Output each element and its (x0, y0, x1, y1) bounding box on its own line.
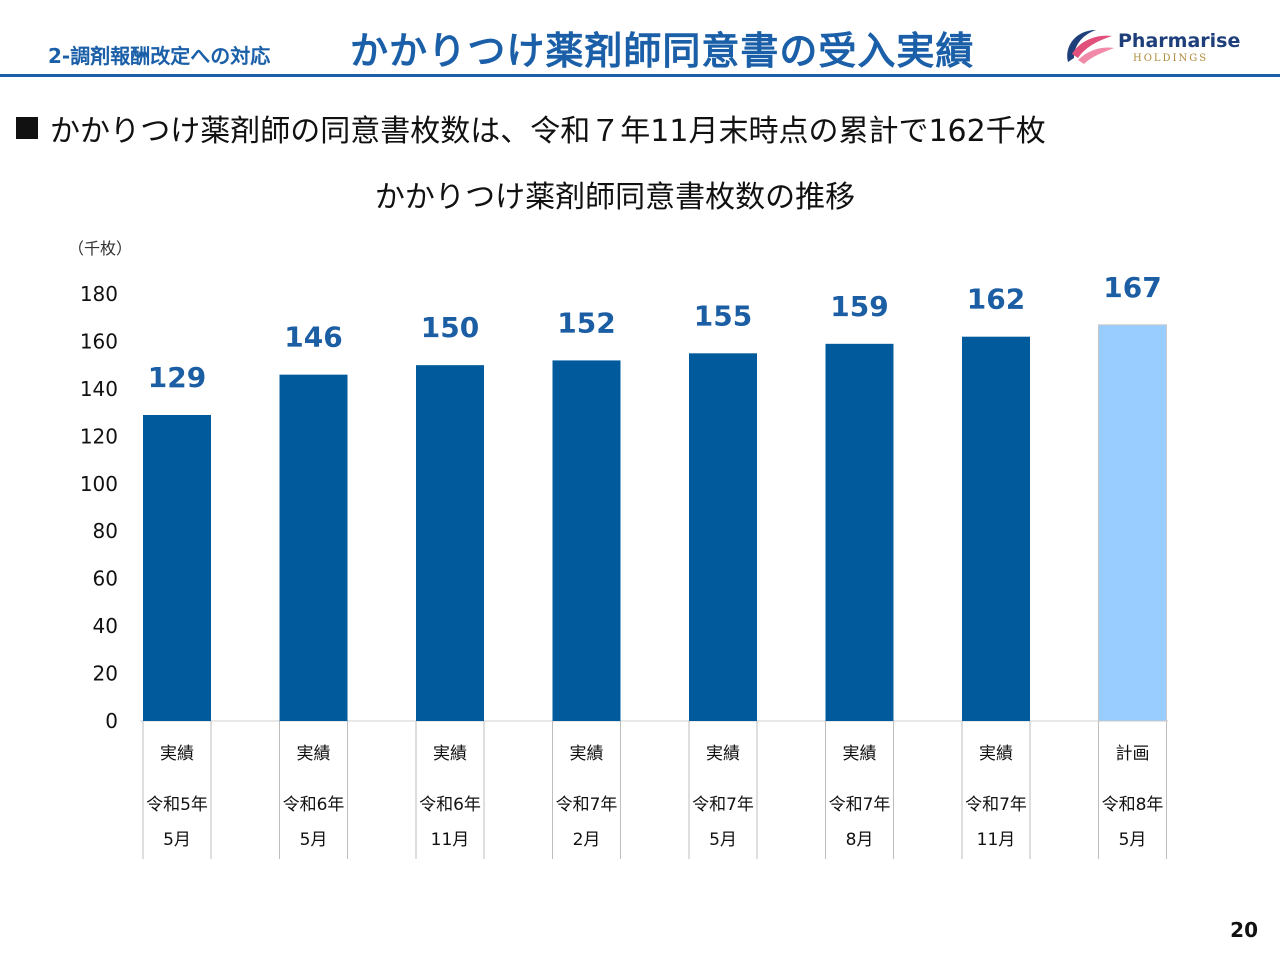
category-kind-label: 計画 (1116, 744, 1150, 764)
category-kind-label: 実績 (843, 744, 877, 764)
data-label: 129 (148, 361, 206, 394)
data-label: 146 (284, 321, 342, 354)
bar-actual (962, 336, 1030, 721)
y-tick-label: 100 (80, 472, 118, 496)
category-month-label: 5月 (709, 830, 737, 850)
page-title: かかりつけ薬剤師同意書の受入実績 (350, 29, 975, 73)
y-tick-label: 60 (93, 567, 118, 591)
category-year-label: 令和7年 (829, 795, 891, 815)
bullet-point: かかりつけ薬剤師の同意書枚数は、令和７年11月末時点の累計で162千枚 (16, 108, 1046, 149)
page-number: 20 (1230, 918, 1258, 942)
category-year-label: 令和7年 (692, 795, 754, 815)
data-label: 159 (830, 290, 888, 323)
logo-swoosh-icon (1067, 30, 1114, 64)
y-tick-label: 160 (80, 329, 118, 353)
bar-actual (552, 360, 621, 721)
y-tick-label: 20 (93, 662, 118, 686)
bar-actual (279, 374, 348, 721)
y-tick-label: 180 (80, 282, 118, 306)
category-month-label: 2月 (573, 830, 601, 850)
category-month-label: 8月 (846, 830, 874, 850)
category-year-label: 令和7年 (556, 795, 618, 815)
y-tick-label: 40 (93, 614, 118, 638)
section-label: 2-調剤報酬改定への対応 (48, 44, 271, 68)
category-month-label: 5月 (163, 830, 191, 850)
category-year-label: 令和8年 (1102, 795, 1164, 815)
logo-subtitle: HOLDINGS (1133, 53, 1209, 64)
data-label: 155 (694, 299, 752, 332)
category-year-label: 令和6年 (419, 795, 481, 815)
category-year-label: 令和7年 (965, 795, 1027, 815)
category-month-label: 5月 (300, 830, 328, 850)
bar-actual (143, 414, 211, 721)
data-label: 152 (557, 306, 615, 339)
bar-actual (825, 343, 894, 721)
header-divider (0, 74, 1280, 77)
y-tick-label: 80 (93, 519, 118, 543)
company-logo: Pharmarise HOLDINGS (1060, 24, 1250, 70)
bullet-text: かかりつけ薬剤師の同意書枚数は、令和７年11月末時点の累計で162千枚 (50, 114, 1046, 149)
y-tick-label: 120 (80, 424, 118, 448)
bar-plan (1098, 324, 1167, 722)
category-kind-label: 実績 (433, 744, 467, 764)
category-year-label: 令和6年 (283, 795, 345, 815)
y-axis-unit-label: （千枚） (68, 239, 132, 258)
category-year-label: 令和5年 (146, 795, 208, 815)
y-tick-label: 140 (80, 377, 118, 401)
chart-title: かかりつけ薬剤師同意書枚数の推移 (374, 180, 856, 215)
logo-name: Pharmarise (1118, 30, 1241, 52)
category-month-label: 11月 (431, 830, 470, 850)
category-month-label: 11月 (977, 830, 1016, 850)
bullet-square-icon (16, 117, 38, 139)
data-label: 167 (1103, 271, 1161, 304)
category-kind-label: 実績 (570, 744, 604, 764)
bar-actual (416, 365, 484, 721)
data-label: 162 (967, 283, 1025, 316)
category-kind-label: 実績 (297, 744, 331, 764)
category-kind-label: 実績 (979, 744, 1013, 764)
y-tick-label: 0 (105, 709, 118, 733)
category-month-label: 5月 (1119, 830, 1147, 850)
bar-actual (689, 353, 757, 721)
category-kind-label: 実績 (160, 744, 194, 764)
data-label: 150 (421, 311, 479, 344)
category-kind-label: 実績 (706, 744, 740, 764)
